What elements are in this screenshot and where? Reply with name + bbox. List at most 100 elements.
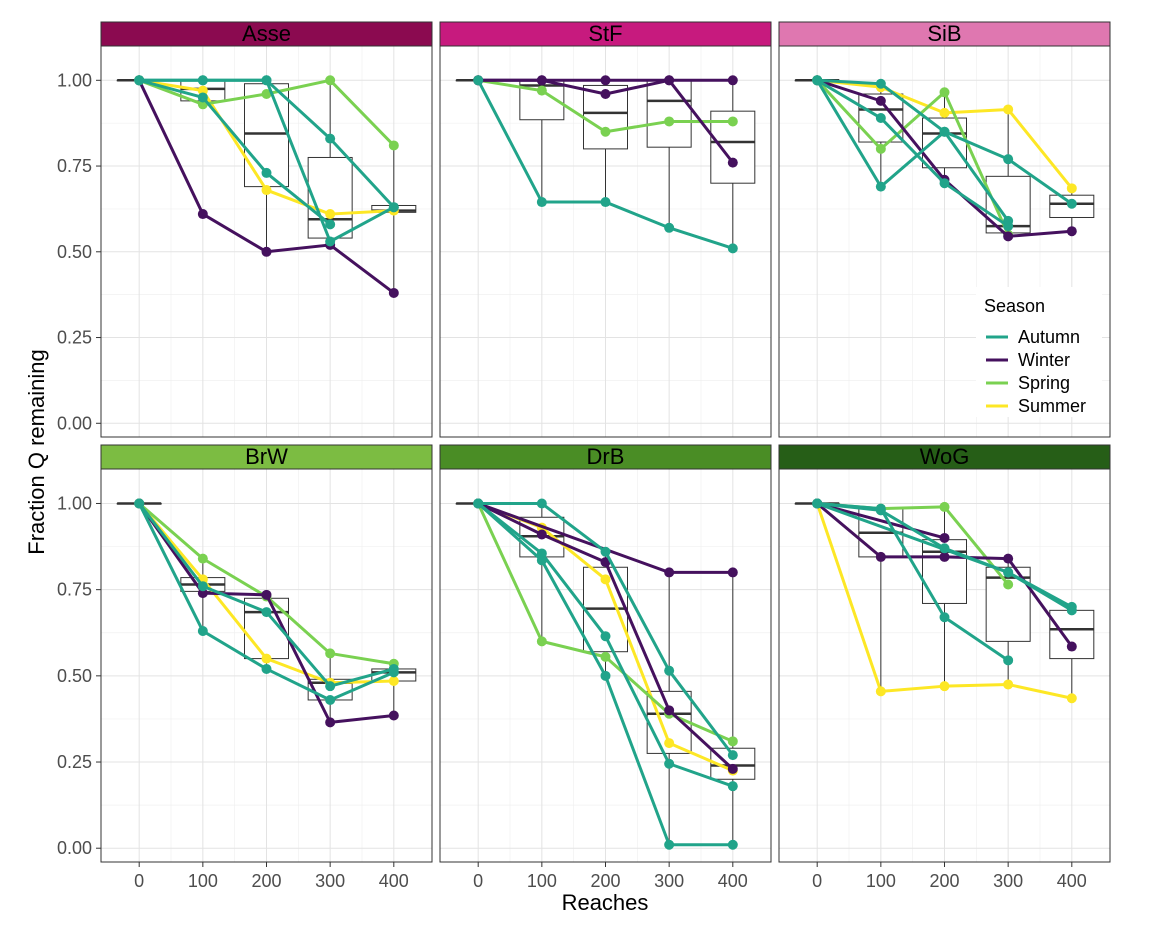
data-point: [261, 185, 272, 196]
data-point: [325, 133, 336, 144]
series-line: [816, 79, 1009, 228]
panel-border: [439, 45, 772, 438]
data-point: [1003, 655, 1014, 666]
data-point: [939, 612, 950, 623]
legend-entry-winter: Winter: [986, 350, 1070, 370]
y-tick-label: 1.00: [57, 70, 92, 90]
data-point: [261, 246, 272, 257]
data-point: [325, 648, 336, 659]
data-point: [134, 75, 145, 86]
data-point: [1066, 226, 1077, 237]
data-point: [388, 287, 399, 298]
data-point: [261, 607, 272, 618]
data-point: [197, 553, 208, 564]
data-point: [600, 546, 611, 557]
data-point: [875, 551, 886, 562]
data-point: [600, 631, 611, 642]
series-line: [815, 79, 1010, 222]
series-spring: [473, 75, 738, 137]
data-point: [1003, 553, 1014, 564]
data-point: [388, 663, 399, 674]
x-tick-label: 200: [590, 871, 620, 891]
legend-label: Winter: [1018, 350, 1070, 370]
x-tick-label: 100: [527, 871, 557, 891]
data-point: [261, 663, 272, 674]
x-tick-label: 300: [315, 871, 345, 891]
strip-label: BrW: [245, 444, 288, 469]
data-point: [1066, 641, 1077, 652]
data-point: [727, 736, 738, 747]
data-point: [727, 750, 738, 761]
data-point: [727, 75, 738, 86]
strip-sib: [778, 21, 1111, 47]
box-body: [583, 84, 628, 150]
legend-title: Season: [984, 296, 1045, 316]
panel-stf: StF: [439, 21, 772, 438]
y-tick-label: 0.25: [57, 328, 92, 348]
data-point: [536, 636, 547, 647]
legend-entry-autumn: Autumn: [986, 327, 1080, 347]
x-tick-label: 100: [866, 871, 896, 891]
data-point: [325, 694, 336, 705]
series-line: [816, 79, 1010, 236]
data-point: [812, 498, 823, 509]
data-point: [664, 758, 675, 769]
data-point: [1003, 679, 1014, 690]
boxplot: [710, 80, 756, 249]
data-point: [388, 676, 399, 687]
data-point: [536, 75, 547, 86]
data-point: [197, 85, 208, 96]
series-winter: [812, 498, 1077, 652]
panels-layer: Asse StF SiB BrW DrB WoG: [100, 21, 1111, 863]
x-tick-label: 400: [1057, 871, 1087, 891]
legend: Season Autumn Winter Spring Summer: [976, 287, 1102, 417]
y-tick-label: 0.50: [57, 242, 92, 262]
data-point: [875, 503, 886, 514]
data-point: [875, 143, 886, 154]
data-point: [197, 581, 208, 592]
x-tick-label: 200: [251, 871, 281, 891]
panel-border: [100, 45, 433, 438]
x-axis-title: Reaches: [562, 890, 649, 915]
strip-label: Asse: [242, 21, 291, 46]
data-point: [388, 202, 399, 213]
data-point: [600, 651, 611, 662]
boxplot: [307, 80, 353, 245]
y-tick-label: 0.75: [57, 156, 92, 176]
data-point: [664, 567, 675, 578]
data-point: [875, 181, 886, 192]
data-point: [388, 140, 399, 151]
data-point: [473, 498, 484, 509]
data-point: [1003, 154, 1014, 165]
series-autumn: [473, 498, 738, 850]
data-point: [1003, 567, 1014, 578]
panel-drb: DrB: [439, 444, 772, 863]
data-point: [261, 167, 272, 178]
x-tick-label: 0: [473, 871, 483, 891]
axes-layer: 0.00 0.25 0.50 0.75 1.00 0.00 0.25 0.50 0.75 1.00…: [57, 70, 1087, 891]
data-point: [325, 75, 336, 86]
legend-label: Summer: [1018, 396, 1086, 416]
data-point: [939, 681, 950, 692]
data-point: [134, 498, 145, 509]
data-point: [197, 92, 208, 103]
strip-brw: [100, 444, 433, 470]
data-point: [197, 626, 208, 637]
y-tick-label: 0.00: [57, 838, 92, 858]
data-point: [1003, 579, 1014, 590]
legend-label: Autumn: [1018, 327, 1080, 347]
data-point: [536, 498, 547, 509]
strip-label: WoG: [920, 444, 970, 469]
data-point: [600, 89, 611, 100]
data-point: [939, 87, 950, 98]
data-point: [600, 574, 611, 585]
data-point: [664, 75, 675, 86]
data-point: [727, 781, 738, 792]
data-point: [875, 686, 886, 697]
strip-label: StF: [588, 21, 622, 46]
data-point: [727, 243, 738, 254]
data-point: [664, 222, 675, 233]
y-tick-label: 0.25: [57, 752, 92, 772]
data-point: [600, 197, 611, 208]
